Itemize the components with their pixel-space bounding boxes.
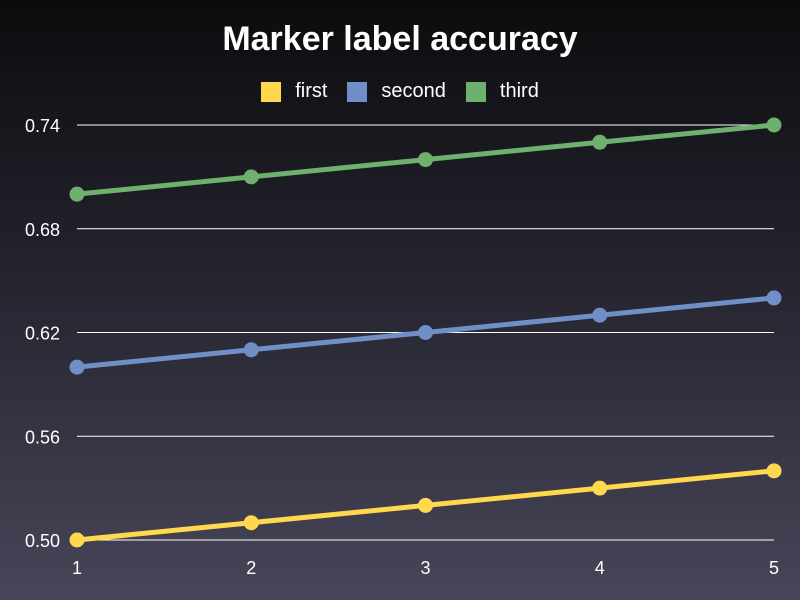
y-tick-label-4: 0.74 xyxy=(25,116,60,136)
tick-layer: 0.50 0.56 0.62 0.68 0.74 1 2 3 4 5 xyxy=(25,116,779,578)
series-third xyxy=(69,117,782,202)
data-point-second-3 xyxy=(592,307,608,323)
legend-swatch-third xyxy=(465,81,486,102)
legend-label-first: first xyxy=(295,80,328,102)
x-tick-label-3: 4 xyxy=(595,558,605,578)
y-tick-label-3: 0.68 xyxy=(25,220,60,240)
data-point-third-3 xyxy=(592,134,608,150)
legend: first second third xyxy=(0,80,800,103)
data-point-second-2 xyxy=(418,325,433,340)
data-point-first-3 xyxy=(592,480,608,496)
data-point-first-0 xyxy=(69,532,85,548)
series-first xyxy=(69,463,782,548)
legend-swatch-first xyxy=(261,81,282,102)
series-layer xyxy=(69,117,782,548)
legend-label-second: second xyxy=(381,80,446,102)
data-point-third-2 xyxy=(418,152,433,168)
legend-item-first[interactable]: first xyxy=(261,80,327,103)
data-point-third-1 xyxy=(243,169,259,185)
y-tick-label-0: 0.50 xyxy=(25,531,60,551)
data-point-third-0 xyxy=(69,186,85,202)
legend-label-third: third xyxy=(499,80,539,102)
data-point-second-4 xyxy=(766,290,782,306)
data-point-first-1 xyxy=(243,515,259,531)
data-point-third-4 xyxy=(766,117,782,133)
data-point-second-1 xyxy=(243,342,259,358)
legend-item-third[interactable]: third xyxy=(465,80,539,103)
x-tick-label-0: 1 xyxy=(72,558,82,578)
series-second xyxy=(69,290,782,375)
chart-title: Marker label accuracy xyxy=(222,20,578,58)
data-point-second-0 xyxy=(69,359,85,375)
y-tick-label-1: 0.56 xyxy=(25,427,60,447)
data-point-first-2 xyxy=(418,497,433,513)
x-tick-label-1: 2 xyxy=(246,558,256,578)
legend-swatch-second xyxy=(347,81,368,102)
legend-item-second[interactable]: second xyxy=(347,80,446,103)
x-tick-label-2: 3 xyxy=(420,558,430,578)
y-tick-label-2: 0.62 xyxy=(25,324,60,344)
x-tick-label-4: 5 xyxy=(769,558,779,578)
data-point-first-4 xyxy=(766,463,782,479)
